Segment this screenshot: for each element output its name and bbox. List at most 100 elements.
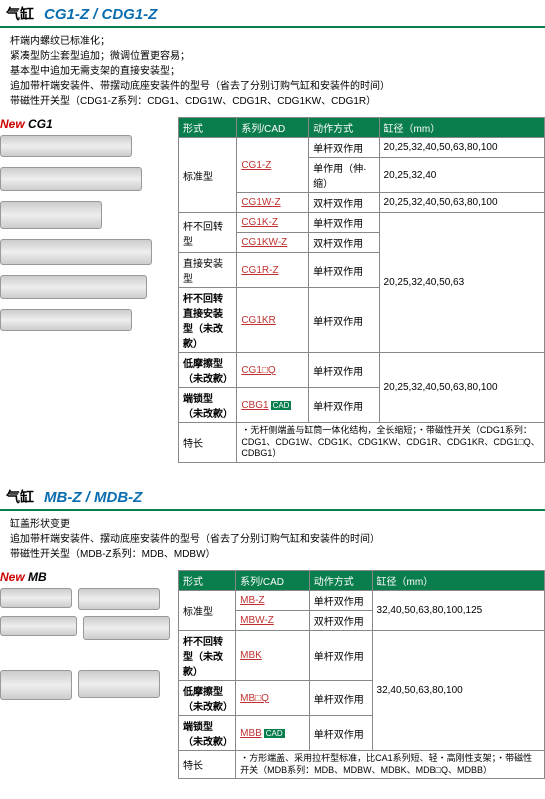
th-form: 形式 [179, 571, 236, 591]
cell-bore: 20,25,32,40,50,63,80,100 [379, 138, 544, 158]
cylinder-icon [78, 670, 160, 698]
new-label: New [0, 570, 25, 584]
spec-table-cg1: 形式 系列/CAD 动作方式 缸径（mm） 标准型 CG1-Z 单杆双作用 20… [178, 117, 545, 463]
th-bore: 缸径（mm） [372, 571, 544, 591]
link-cbg1[interactable]: CBG1 [241, 400, 268, 411]
cell-action: 双杆双作用 [309, 193, 379, 213]
cell-action: 双杆双作用 [309, 233, 379, 253]
model-mb: MB-Z / MDB-Z [44, 489, 142, 506]
cylinder-icon [0, 239, 152, 265]
link-mbk[interactable]: MBK [240, 650, 262, 661]
model-label: MB [28, 570, 47, 584]
link-cg1q[interactable]: CG1□Q [241, 365, 275, 376]
cell-form: 低摩擦型（未改款） [179, 353, 237, 388]
cell-form: 杆不回转型（未改款） [179, 631, 236, 681]
cell-action: 单杆双作用 [309, 138, 379, 158]
cylinder-icon [0, 309, 132, 331]
link-cg1rz[interactable]: CG1R-Z [241, 265, 278, 276]
cell-action: 单杆双作用 [309, 388, 379, 423]
cell-form: 杆不回转型 [179, 213, 237, 253]
cell-series: CG1R-Z [237, 253, 309, 288]
link-cg1kz[interactable]: CG1K-Z [241, 217, 278, 228]
img-col-mb: New MB [0, 570, 170, 700]
th-action: 动作方式 [309, 118, 379, 138]
cylinder-icon [0, 275, 147, 299]
cell-action: 双杆双作用 [309, 611, 372, 631]
link-cg1kr[interactable]: CG1KR [241, 315, 275, 326]
model-cg1: CG1-Z / CDG1-Z [44, 6, 157, 23]
cell-bore: 32,40,50,63,80,100,125 [372, 591, 544, 631]
cell-form: 杆不回转直接安装型（未改款） [179, 288, 237, 353]
cell-series: CG1W-Z [237, 193, 309, 213]
title-row-cg1: 气缸 CG1-Z / CDG1-Z [0, 0, 545, 28]
th-series: 系列/CAD [236, 571, 310, 591]
cell-action: 单杆双作用 [309, 716, 372, 751]
model-label: CG1 [28, 117, 53, 131]
bullet: 追加带杆端安装件、摆动底座安装件的型号（省去了分别订购气缸和安装件的时间） [10, 532, 535, 547]
cell-action: 单杆双作用 [309, 353, 379, 388]
link-cg1z[interactable]: CG1-Z [241, 160, 271, 171]
section-mb: 气缸 MB-Z / MDB-Z 缸盖形状变更 追加带杆端安装件、摆动底座安装件的… [0, 483, 545, 779]
cylinder-images-mb [0, 588, 170, 700]
category-cg1: 气缸 [6, 4, 34, 24]
cell-series: MBK [236, 631, 310, 681]
title-row-mb: 气缸 MB-Z / MDB-Z [0, 483, 545, 511]
cell-form: 端锁型（未改款） [179, 716, 236, 751]
cell-action: 单杆双作用 [309, 631, 372, 681]
cell-series: CG1-Z [237, 138, 309, 193]
cell-action: 单杆双作用 [309, 213, 379, 233]
cell-bore: 20,25,32,40 [379, 158, 544, 193]
cell-bore: 32,40,50,63,80,100 [372, 631, 544, 751]
category-mb: 气缸 [6, 487, 34, 507]
img-label-mb: New MB [0, 570, 170, 584]
cell-action: 单杆双作用 [309, 253, 379, 288]
bullets-mb: 缸盖形状变更 追加带杆端安装件、摆动底座安装件的型号（省去了分别订购气缸和安装件… [0, 511, 545, 570]
cell-series: CG1K-Z [237, 213, 309, 233]
cell-action: 单杆双作用 [309, 681, 372, 716]
content-row-cg1: New CG1 形式 系列/CAD 动作方式 缸径（mm） [0, 117, 545, 463]
link-mbwz[interactable]: MBW-Z [240, 615, 274, 626]
bullets-cg1: 杆端内螺纹已标准化； 紧凑型防尘套型追加；微调位置更容易； 基本型中追加无需支架… [0, 28, 545, 117]
cell-action: 单作用（伸·缩） [309, 158, 379, 193]
cell-feature: ・无杆侧端盖与缸筒一体化结构，全长缩短；・带磁性开关（CDG1系列：CDG1、C… [237, 423, 545, 463]
th-form: 形式 [179, 118, 237, 138]
cell-form: 标准型 [179, 591, 236, 631]
cell-series: CG1KW-Z [237, 233, 309, 253]
table-cg1: 形式 系列/CAD 动作方式 缸径（mm） 标准型 CG1-Z 单杆双作用 20… [178, 117, 545, 463]
link-cg1kwz[interactable]: CG1KW-Z [241, 237, 287, 248]
cell-bore: 20,25,32,40,50,63,80,100 [379, 353, 544, 423]
cell-series: MB-Z [236, 591, 310, 611]
link-cg1wz[interactable]: CG1W-Z [241, 197, 280, 208]
cell-series: CG1KR [237, 288, 309, 353]
bullet: 带磁性开关型（CDG1-Z系列：CDG1、CDG1W、CDG1R、CDG1KW、… [10, 94, 535, 109]
cell-action: 单杆双作用 [309, 591, 372, 611]
cell-feature-label: 特长 [179, 423, 237, 463]
new-label: New [0, 117, 25, 131]
bullet: 紧凑型防尘套型追加；微调位置更容易； [10, 49, 535, 64]
link-mbb[interactable]: MBB [240, 728, 262, 739]
cell-form: 低摩擦型（未改款） [179, 681, 236, 716]
cell-form: 标准型 [179, 138, 237, 213]
cylinder-group [0, 670, 170, 700]
cell-form: 端锁型（未改款） [179, 388, 237, 423]
cell-feature: ・方形端盖、采用拉杆型标准，比CA1系列短、轻・高刚性支架；・带磁性开关（MDB… [236, 751, 545, 779]
cell-form: 直接安装型 [179, 253, 237, 288]
table-mb: 形式 系列/CAD 动作方式 缸径（mm） 标准型 MB-Z 单杆双作用 32,… [178, 570, 545, 779]
link-mbq[interactable]: MB□Q [240, 693, 269, 704]
img-col-cg1: New CG1 [0, 117, 170, 331]
cell-series: MB□Q [236, 681, 310, 716]
cylinder-icon [0, 670, 72, 700]
cell-series: CBG1CAD [237, 388, 309, 423]
section-cg1: 气缸 CG1-Z / CDG1-Z 杆端内螺纹已标准化； 紧凑型防尘套型追加；微… [0, 0, 545, 463]
spec-table-mb: 形式 系列/CAD 动作方式 缸径（mm） 标准型 MB-Z 单杆双作用 32,… [178, 570, 545, 779]
cell-bore: 20,25,32,40,50,63 [379, 213, 544, 353]
cylinder-images [0, 135, 170, 331]
bullet: 追加带杆端安装件、带摆动底座安装件的型号（省去了分别订购气缸和安装件的时间） [10, 79, 535, 94]
th-bore: 缸径（mm） [379, 118, 544, 138]
link-mbz[interactable]: MB-Z [240, 595, 264, 606]
cell-series: CG1□Q [237, 353, 309, 388]
cylinder-icon [0, 588, 72, 608]
cell-action: 单杆双作用 [309, 288, 379, 353]
cell-bore: 20,25,32,40,50,63,80,100 [379, 193, 544, 213]
cylinder-icon [78, 588, 160, 610]
